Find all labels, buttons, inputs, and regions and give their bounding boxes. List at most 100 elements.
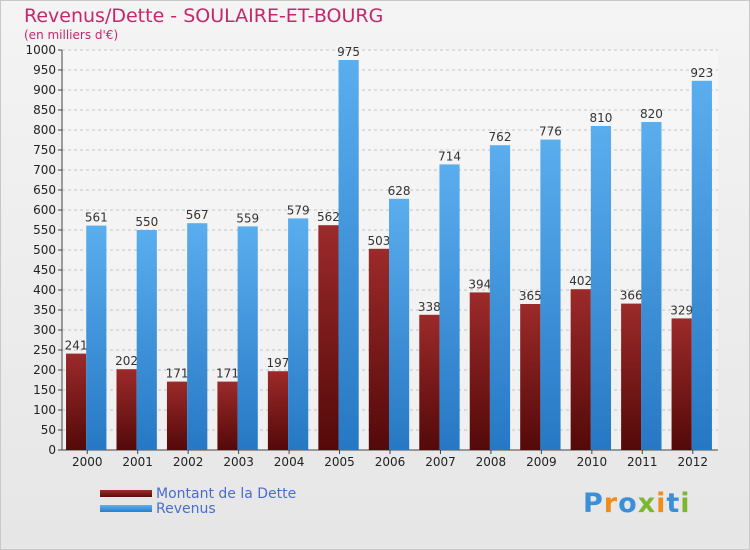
debt-value-label: 338 bbox=[418, 300, 441, 314]
logo-letter: i bbox=[656, 488, 667, 519]
debt-bar bbox=[66, 353, 87, 450]
y-tick-label: 600 bbox=[33, 203, 56, 217]
proxiti-logo: Proxiti bbox=[583, 488, 691, 519]
revenue-value-label: 628 bbox=[388, 184, 411, 198]
y-tick-label: 400 bbox=[33, 283, 56, 297]
y-tick-label: 900 bbox=[33, 83, 56, 97]
logo-letter: t bbox=[666, 488, 681, 519]
revenue-value-label: 559 bbox=[236, 211, 259, 225]
x-tick-label: 2003 bbox=[223, 455, 254, 469]
y-tick-label: 50 bbox=[41, 423, 56, 437]
revenue-value-label: 923 bbox=[690, 66, 713, 80]
logo-letter: r bbox=[603, 488, 619, 519]
legend-item-dette: Montant de la Dette bbox=[100, 485, 297, 502]
debt-bar bbox=[267, 371, 289, 450]
debt-value-label: 402 bbox=[569, 274, 592, 288]
revenue-value-label: 561 bbox=[85, 211, 108, 225]
debt-bar bbox=[621, 303, 642, 450]
debt-value-label: 365 bbox=[519, 289, 542, 303]
debt-value-label: 241 bbox=[65, 339, 88, 353]
chart-subtitle: (en milliers d'€) bbox=[24, 28, 119, 42]
x-tick-label: 2001 bbox=[122, 455, 153, 469]
x-tick-label: 2002 bbox=[173, 455, 204, 469]
x-tick-label: 2008 bbox=[476, 455, 507, 469]
revenue-bar bbox=[691, 80, 712, 451]
debt-value-label: 197 bbox=[267, 356, 290, 370]
logo-letter: o bbox=[618, 488, 638, 519]
debt-bar bbox=[469, 292, 490, 450]
logo-letter: P bbox=[583, 488, 604, 519]
debt-bar bbox=[671, 318, 692, 450]
y-tick-label: 300 bbox=[33, 323, 56, 337]
revenue-bar bbox=[288, 218, 309, 450]
revenue-bar bbox=[388, 198, 410, 450]
debt-value-label: 171 bbox=[216, 367, 239, 381]
revenue-value-label: 810 bbox=[589, 111, 612, 125]
debt-bar bbox=[116, 369, 137, 450]
revenue-bar bbox=[590, 126, 612, 450]
debt-value-label: 329 bbox=[670, 303, 693, 317]
y-tick-label: 150 bbox=[33, 383, 56, 397]
debt-value-label: 394 bbox=[468, 277, 491, 291]
y-tick-label: 750 bbox=[33, 143, 56, 157]
y-tick-label: 450 bbox=[33, 263, 56, 277]
debt-value-label: 503 bbox=[367, 234, 390, 248]
debt-bar bbox=[570, 289, 591, 450]
debt-bar bbox=[368, 248, 389, 450]
debt-value-label: 171 bbox=[166, 367, 189, 381]
x-tick-label: 2010 bbox=[577, 455, 608, 469]
revenue-value-label: 714 bbox=[438, 149, 461, 163]
debt-bar bbox=[217, 381, 238, 450]
revenue-value-label: 567 bbox=[186, 208, 209, 222]
y-tick-label: 500 bbox=[33, 243, 56, 257]
y-tick-label: 250 bbox=[33, 343, 56, 357]
debt-bar bbox=[520, 304, 541, 450]
logo-letter: x bbox=[637, 488, 657, 519]
revenue-value-label: 975 bbox=[337, 45, 360, 59]
y-tick-label: 850 bbox=[33, 103, 56, 117]
revenue-value-label: 579 bbox=[287, 203, 310, 217]
legend-label-dette: Montant de la Dette bbox=[156, 485, 297, 502]
legend-item-revenus: Revenus bbox=[100, 500, 296, 517]
revenue-bar bbox=[338, 60, 359, 450]
chart-title: Revenus/Dette - SOULAIRE-ET-BOURG bbox=[24, 5, 384, 27]
revenue-value-label: 820 bbox=[640, 107, 663, 121]
x-tick-label: 2009 bbox=[526, 455, 557, 469]
y-tick-label: 100 bbox=[33, 403, 56, 417]
revenue-bar bbox=[439, 164, 460, 450]
revenue-bar bbox=[237, 226, 258, 450]
y-tick-label: 200 bbox=[33, 363, 56, 377]
y-tick-label: 1000 bbox=[25, 43, 56, 57]
legend: Montant de la Dette Revenus bbox=[100, 485, 297, 517]
y-tick-label: 950 bbox=[33, 63, 56, 77]
legend-swatch-revenus bbox=[100, 505, 152, 512]
debt-value-label: 562 bbox=[317, 210, 340, 224]
debt-bar bbox=[166, 381, 188, 450]
x-tick-label: 2007 bbox=[425, 455, 456, 469]
revenue-bar bbox=[641, 122, 662, 450]
legend-label-revenus: Revenus bbox=[156, 500, 216, 517]
x-tick-label: 2005 bbox=[324, 455, 355, 469]
revenue-value-label: 776 bbox=[539, 125, 562, 139]
debt-bar bbox=[318, 225, 339, 450]
revenue-value-label: 550 bbox=[135, 215, 158, 229]
x-tick-label: 2004 bbox=[274, 455, 305, 469]
revenue-bar bbox=[187, 223, 208, 450]
x-tick-label: 2006 bbox=[375, 455, 406, 469]
revenue-bar bbox=[136, 230, 157, 450]
logo-letter: i bbox=[680, 488, 691, 519]
debt-bar bbox=[419, 314, 440, 450]
debt-value-label: 366 bbox=[620, 289, 643, 303]
revenue-bar bbox=[540, 139, 561, 450]
y-tick-label: 550 bbox=[33, 223, 56, 237]
debt-value-label: 202 bbox=[115, 354, 138, 368]
x-tick-label: 2000 bbox=[72, 455, 103, 469]
revenue-value-label: 762 bbox=[489, 130, 512, 144]
y-tick-label: 800 bbox=[33, 123, 56, 137]
y-tick-label: 0 bbox=[48, 443, 56, 457]
y-tick-label: 650 bbox=[33, 183, 56, 197]
y-tick-label: 700 bbox=[33, 163, 56, 177]
y-tick-label: 350 bbox=[33, 303, 56, 317]
revenue-bar bbox=[489, 145, 511, 450]
